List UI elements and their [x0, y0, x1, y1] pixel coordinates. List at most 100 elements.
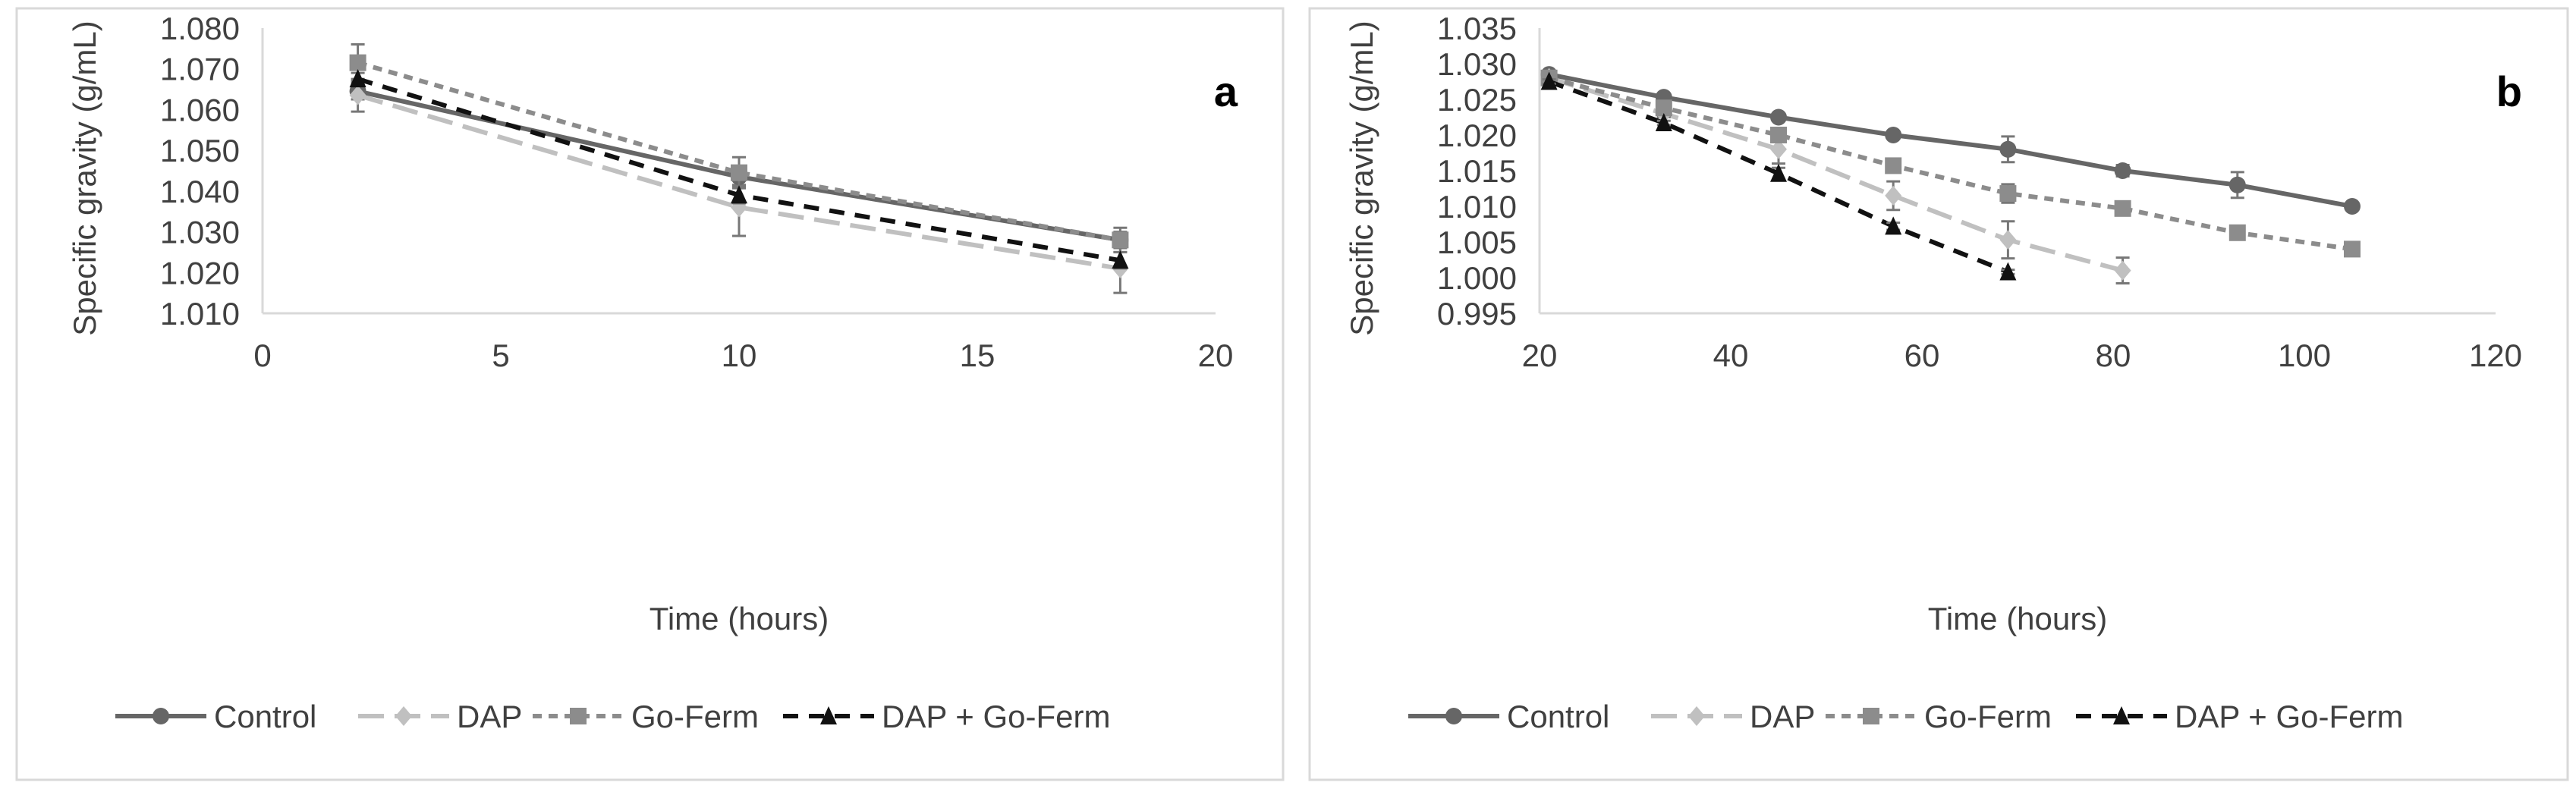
x-tick-label: 60 — [1904, 338, 1940, 373]
data-point — [1112, 231, 1129, 249]
x-axis-title: Time (hours) — [650, 601, 829, 636]
data-point — [1770, 108, 1787, 126]
panel-label: b — [2496, 68, 2522, 115]
data-point — [1770, 163, 1787, 182]
legend-marker — [1863, 708, 1879, 724]
y-tick-label: 0.995 — [1437, 296, 1517, 332]
x-tick-label: 40 — [1713, 338, 1749, 373]
series-dap-go-ferm — [1540, 71, 2017, 281]
y-tick-label: 1.035 — [1437, 11, 1517, 46]
data-point — [2228, 224, 2246, 241]
data-point — [1885, 157, 1902, 174]
x-axis-title: Time (hours) — [1928, 601, 2107, 636]
data-point — [1655, 113, 1672, 132]
data-point — [2228, 176, 2246, 193]
legend-item: DAP — [1651, 699, 1815, 734]
y-tick-label: 1.020 — [1437, 118, 1517, 153]
data-point — [349, 69, 366, 88]
y-tick-label: 1.070 — [160, 52, 240, 87]
data-point — [349, 54, 366, 71]
legend-label: DAP — [1750, 699, 1815, 734]
data-point — [1999, 140, 2017, 158]
legend-item: DAP + Go-Ferm — [783, 699, 1110, 734]
legend-marker — [395, 706, 412, 726]
legend-item: Go-Ferm — [533, 699, 759, 734]
legend-label: Go-Ferm — [1924, 699, 2052, 734]
legend-label: DAP + Go-Ferm — [2175, 699, 2403, 734]
x-tick-label: 5 — [492, 338, 509, 373]
legend-item: Go-Ferm — [1826, 699, 2052, 734]
legend-label: Go-Ferm — [631, 699, 759, 734]
x-tick-label: 120 — [2469, 338, 2522, 373]
series-line — [1548, 75, 2353, 252]
legend-item: Control — [115, 699, 316, 734]
series-line — [1549, 72, 2353, 209]
y-tick-label: 1.040 — [160, 174, 240, 209]
y-tick-label: 1.060 — [160, 92, 240, 127]
y-tick-label: 1.025 — [1437, 82, 1517, 118]
series-line — [1548, 79, 2009, 275]
legend-label: DAP + Go-Ferm — [882, 699, 1110, 734]
legend-marker — [1445, 708, 1462, 724]
data-point — [2114, 162, 2131, 179]
legend-item: DAP + Go-Ferm — [2076, 699, 2403, 734]
legend-marker — [820, 706, 837, 724]
chart-panel-a: 1.010 1.020 1.030 1.040 1.050 1.060 1.070 1.080… — [15, 7, 1285, 781]
legend-marker — [153, 708, 169, 724]
data-point — [2344, 198, 2361, 215]
y-tick-label: 1.005 — [1437, 225, 1517, 260]
x-tick-label: 10 — [722, 338, 757, 373]
series-dap-go-ferm — [349, 69, 1129, 270]
data-point — [1770, 139, 1787, 159]
legend-marker — [1688, 706, 1705, 726]
y-tick-label: 1.010 — [160, 296, 240, 332]
data-point — [1999, 262, 2017, 281]
chart-border — [15, 7, 1285, 781]
y-tick-label: 1.030 — [160, 215, 240, 250]
data-point — [2114, 260, 2131, 281]
data-point — [1770, 127, 1787, 143]
legend-label: Control — [1507, 699, 1609, 734]
x-tick-label: 80 — [2096, 338, 2131, 373]
data-point — [2114, 200, 2131, 217]
y-tick-label: 1.020 — [160, 255, 240, 291]
data-point — [1112, 250, 1129, 269]
data-point — [1999, 230, 2017, 250]
data-point — [349, 85, 366, 105]
legend-marker — [570, 708, 587, 724]
y-axis-title: Specific gravity (g/mL) — [1344, 20, 1379, 335]
chart-panel-b: 0.9951.0001.0051.0101.0151.0201.0251.030… — [1308, 7, 2569, 781]
data-point — [731, 185, 747, 204]
x-tick-label: 20 — [1522, 338, 1558, 373]
legend-label: Control — [214, 699, 316, 734]
y-axis-title: Specific gravity (g/mL) — [67, 20, 102, 335]
legend-item: Control — [1408, 699, 1609, 734]
data-point — [1655, 99, 1672, 117]
x-tick-label: 20 — [1198, 338, 1234, 373]
series-line — [357, 93, 1121, 271]
series-line — [357, 60, 1121, 243]
x-tick-label: 15 — [960, 338, 995, 373]
chart-border — [1308, 7, 2569, 781]
legend-marker — [2113, 706, 2130, 724]
y-tick-label: 1.010 — [1437, 189, 1517, 225]
x-tick-label: 0 — [253, 338, 271, 373]
data-point — [731, 164, 747, 181]
legend: Control DAP Go-Ferm DAP + Go-Ferm — [115, 699, 1110, 734]
legend-item: DAP — [358, 699, 522, 734]
y-tick-label: 1.000 — [1437, 260, 1517, 296]
data-point — [1885, 185, 1902, 206]
legend-label: DAP — [457, 699, 522, 734]
legend: Control DAP Go-Ferm DAP + Go-Ferm — [1408, 699, 2403, 734]
y-tick-label: 1.030 — [1437, 46, 1517, 82]
x-tick-label: 100 — [2278, 338, 2331, 373]
series-line — [1548, 75, 2124, 273]
data-point — [1885, 216, 1902, 235]
data-point — [1540, 71, 1558, 90]
data-point — [1885, 127, 1902, 143]
y-tick-label: 1.015 — [1437, 153, 1517, 189]
data-point — [2344, 240, 2361, 258]
y-tick-label: 1.050 — [160, 133, 240, 168]
data-point — [1999, 185, 2017, 203]
